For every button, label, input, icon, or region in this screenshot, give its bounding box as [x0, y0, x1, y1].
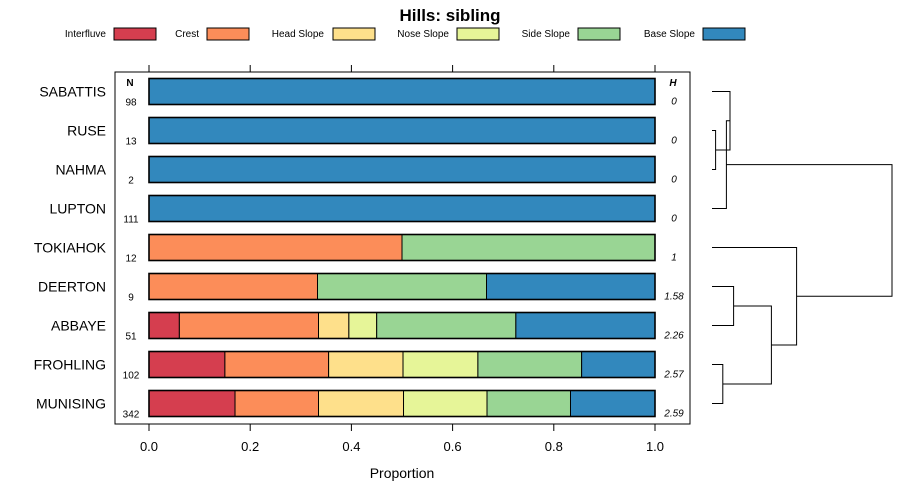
row-label-deerton: DEERTON	[38, 279, 106, 295]
bar-outline-abbaye	[148, 311, 656, 340]
bar-segment-nahma-base-slope	[148, 156, 656, 183]
bar-segment-frohling-side-slope	[477, 351, 583, 378]
bar-segment-abbaye-side-slope	[376, 312, 517, 339]
bar-segment-frohling-crest	[224, 351, 330, 378]
bar-outline-lupton	[148, 194, 656, 223]
dendrogram-link	[712, 130, 717, 170]
plot-frame	[114, 71, 691, 425]
legend-swatch-side-slope	[577, 27, 621, 41]
bar-segment-sabattis-base-slope	[148, 78, 656, 105]
bar-segment-abbaye-nose-slope	[348, 312, 378, 339]
n-value-abbaye: 51	[125, 332, 137, 343]
bar-segment-abbaye-head-slope	[318, 312, 350, 339]
h-value-frohling: 2.57	[663, 370, 684, 381]
dendrogram-link	[712, 364, 724, 404]
x-tick-label: 0.4	[342, 439, 360, 454]
legend-label-base-slope: Base Slope	[644, 29, 696, 40]
n-value-lupton: 111	[123, 215, 139, 226]
bar-segment-ruse-base-slope	[148, 117, 656, 144]
x-tick-label: 0.8	[545, 439, 563, 454]
bar-segment-abbaye-interfluve	[148, 312, 180, 339]
dendrogram	[712, 91, 893, 404]
legend-label-crest: Crest	[175, 29, 199, 40]
axes-group: 0.0 0.2 0.4 0.6 0.8 1.0	[140, 65, 664, 454]
h-value-ruse: 0	[671, 136, 677, 147]
bar-outline-nahma	[148, 155, 656, 184]
dendrogram-link	[726, 164, 893, 297]
bar-segment-deerton-crest	[148, 273, 318, 300]
legend: Interfluve Crest Head Slope Nose Slope Side …	[65, 27, 746, 41]
bar-segment-munising-nose-slope	[403, 390, 488, 417]
x-tick-label: 1.0	[646, 439, 664, 454]
x-axis-title: Proportion	[370, 465, 435, 481]
row-label-sabattis: SABATTIS	[39, 84, 106, 100]
bar-segment-abbaye-base-slope	[515, 312, 656, 339]
bar-outline-frohling	[148, 350, 656, 379]
legend-swatch-crest	[206, 27, 250, 41]
h-value-lupton: 0	[671, 214, 677, 225]
n-value-tokiahok: 12	[125, 254, 137, 265]
h-value-sabattis: 0	[671, 97, 677, 108]
legend-swatch-head-slope	[332, 27, 376, 41]
x-tick-label: 0.2	[241, 439, 259, 454]
bar-segment-tokiahok-side-slope	[401, 234, 656, 261]
bar-segment-munising-base-slope	[569, 390, 656, 417]
bar-outline-deerton	[148, 272, 656, 301]
h-column-header: H	[669, 78, 677, 89]
row-label-frohling: FROHLING	[34, 357, 106, 373]
h-value-munising: 2.59	[663, 409, 684, 420]
row-label-ruse: RUSE	[67, 123, 106, 139]
bar-segment-munising-interfluve	[148, 390, 236, 417]
bar-segment-frohling-head-slope	[328, 351, 404, 378]
bar-outline-munising	[148, 389, 656, 418]
bar-segment-tokiahok-crest	[148, 234, 403, 261]
bar-outline-sabattis	[148, 77, 656, 106]
n-value-sabattis: 98	[125, 98, 137, 109]
chart-title: Hills: sibling	[399, 6, 500, 25]
dendrogram-link	[712, 286, 735, 326]
legend-swatch-nose-slope	[456, 27, 500, 41]
dendrogram-link	[712, 247, 798, 346]
n-value-nahma: 2	[128, 176, 134, 187]
n-value-frohling: 102	[123, 371, 140, 382]
n-value-ruse: 13	[125, 137, 137, 148]
legend-label-side-slope: Side Slope	[522, 29, 571, 40]
row-label-tokiahok: TOKIAHOK	[34, 240, 107, 256]
legend-swatch-interfluve	[113, 27, 157, 41]
h-value-abbaye: 2.26	[663, 331, 684, 342]
bar-segment-deerton-side-slope	[316, 273, 488, 300]
bar-segment-lupton-base-slope	[148, 195, 656, 222]
row-label-lupton: LUPTON	[49, 201, 106, 217]
bar-segment-abbaye-crest	[178, 312, 320, 339]
bar-segment-frohling-nose-slope	[402, 351, 479, 378]
dendrogram-link	[722, 305, 772, 385]
bar-outline-tokiahok	[148, 233, 656, 262]
row-label-nahma: NAHMA	[55, 162, 106, 178]
bar-outline-ruse	[148, 116, 656, 145]
h-value-nahma: 0	[671, 175, 677, 186]
n-column-header: N	[126, 78, 133, 89]
bars-group: SABATTIS 98 0 RUSE 13 0 NAHMA 2 0 LUPTON 111 0 TOKIA…	[34, 77, 684, 421]
legend-label-nose-slope: Nose Slope	[397, 29, 449, 40]
h-value-tokiahok: 1	[671, 253, 677, 264]
bar-segment-frohling-base-slope	[581, 351, 656, 378]
n-value-deerton: 9	[128, 293, 134, 304]
row-label-munising: MUNISING	[36, 396, 106, 412]
row-label-abbaye: ABBAYE	[51, 318, 106, 334]
bar-segment-munising-crest	[234, 390, 320, 417]
bar-segment-munising-head-slope	[318, 390, 405, 417]
bar-segment-deerton-base-slope	[486, 273, 656, 300]
bar-segment-munising-side-slope	[486, 390, 571, 417]
bar-segment-frohling-interfluve	[148, 351, 226, 378]
n-value-munising: 342	[123, 410, 140, 421]
x-tick-label: 0.0	[140, 439, 158, 454]
x-tick-label: 0.6	[444, 439, 462, 454]
h-value-deerton: 1.58	[664, 292, 684, 303]
legend-swatch-base-slope	[702, 27, 746, 41]
legend-label-interfluve: Interfluve	[65, 29, 107, 40]
legend-label-head-slope: Head Slope	[272, 29, 325, 40]
